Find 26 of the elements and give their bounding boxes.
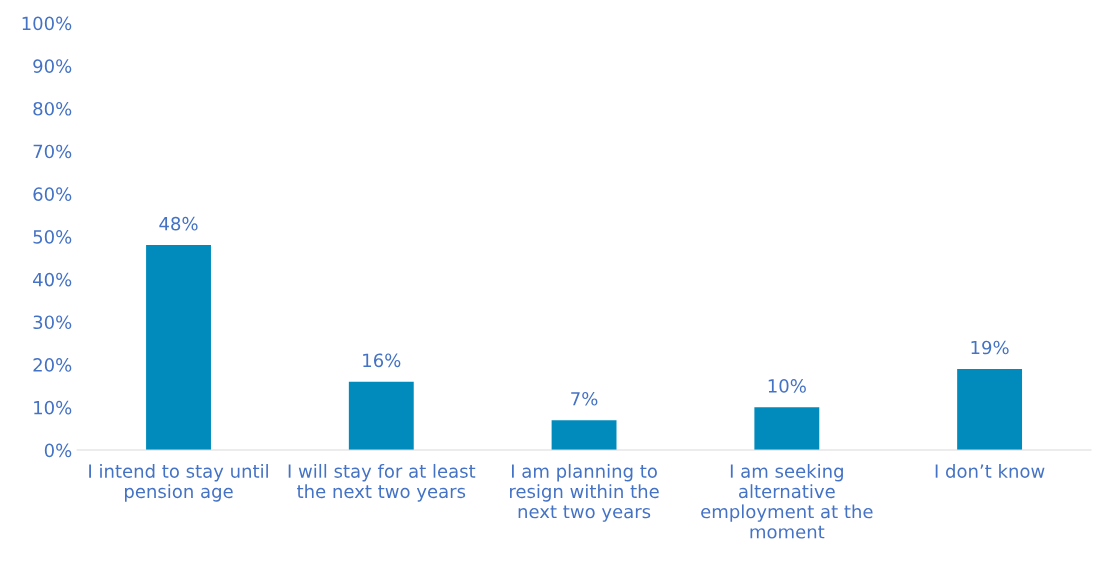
data-label: 10% <box>768 379 806 393</box>
y-tick-label: 100% <box>22 16 72 31</box>
y-tick-label: 80% <box>33 101 72 116</box>
y-tick-label: 40% <box>33 272 72 287</box>
bar <box>551 420 617 451</box>
bar <box>348 381 414 451</box>
x-tick-label: I am planning to resign within the next two years <box>510 463 659 522</box>
x-tick-label: I don’t know <box>935 463 1045 478</box>
y-tick-label: 60% <box>33 187 72 201</box>
bar <box>754 407 820 451</box>
x-tick-label: I will stay for at least the next two years <box>288 463 476 502</box>
y-tick-label: 20% <box>33 358 72 372</box>
y-tick-label: 50% <box>33 230 72 244</box>
y-tick-label: 70% <box>33 144 72 159</box>
data-label: 16% <box>363 353 401 368</box>
data-label: 19% <box>971 340 1009 355</box>
data-label: 48% <box>159 216 198 231</box>
y-tick-label: 90% <box>33 59 72 73</box>
y-tick-label: 10% <box>34 400 72 415</box>
y-tick-label: 0% <box>44 443 72 458</box>
bar <box>957 368 1023 451</box>
x-tick-label: I intend to stay until pension age <box>89 463 268 502</box>
bar <box>146 245 211 451</box>
x-tick-label: I am seeking alternative employment at the moment <box>701 463 873 539</box>
data-label: 7% <box>571 391 598 406</box>
y-tick-label: 30% <box>33 315 72 330</box>
